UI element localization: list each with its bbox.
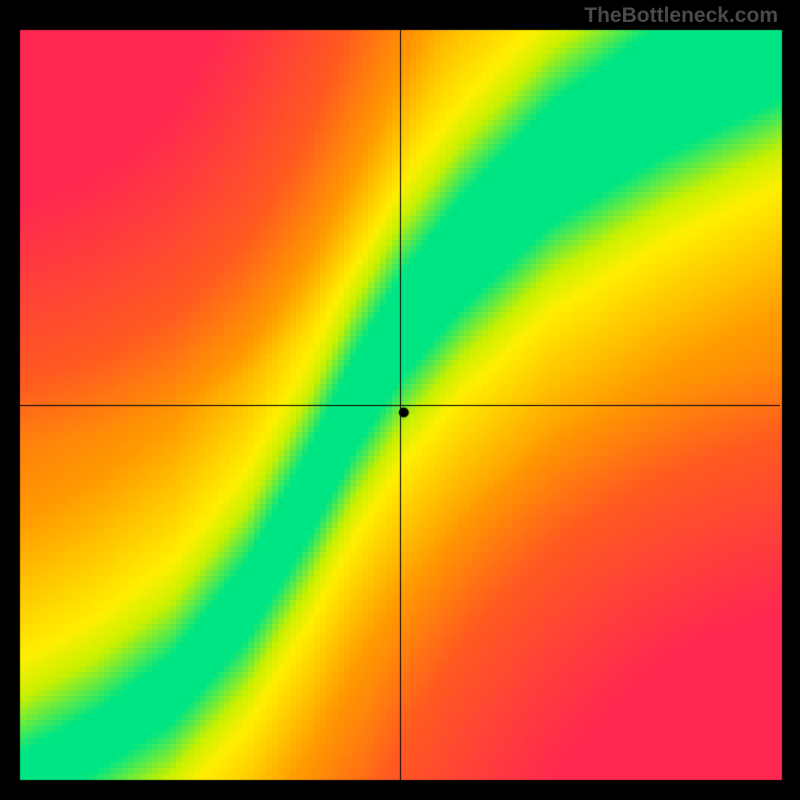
- chart-container: { "watermark": { "text": "TheBottleneck.…: [0, 0, 800, 800]
- watermark-text: TheBottleneck.com: [584, 4, 778, 28]
- bottleneck-heatmap: [0, 0, 800, 800]
